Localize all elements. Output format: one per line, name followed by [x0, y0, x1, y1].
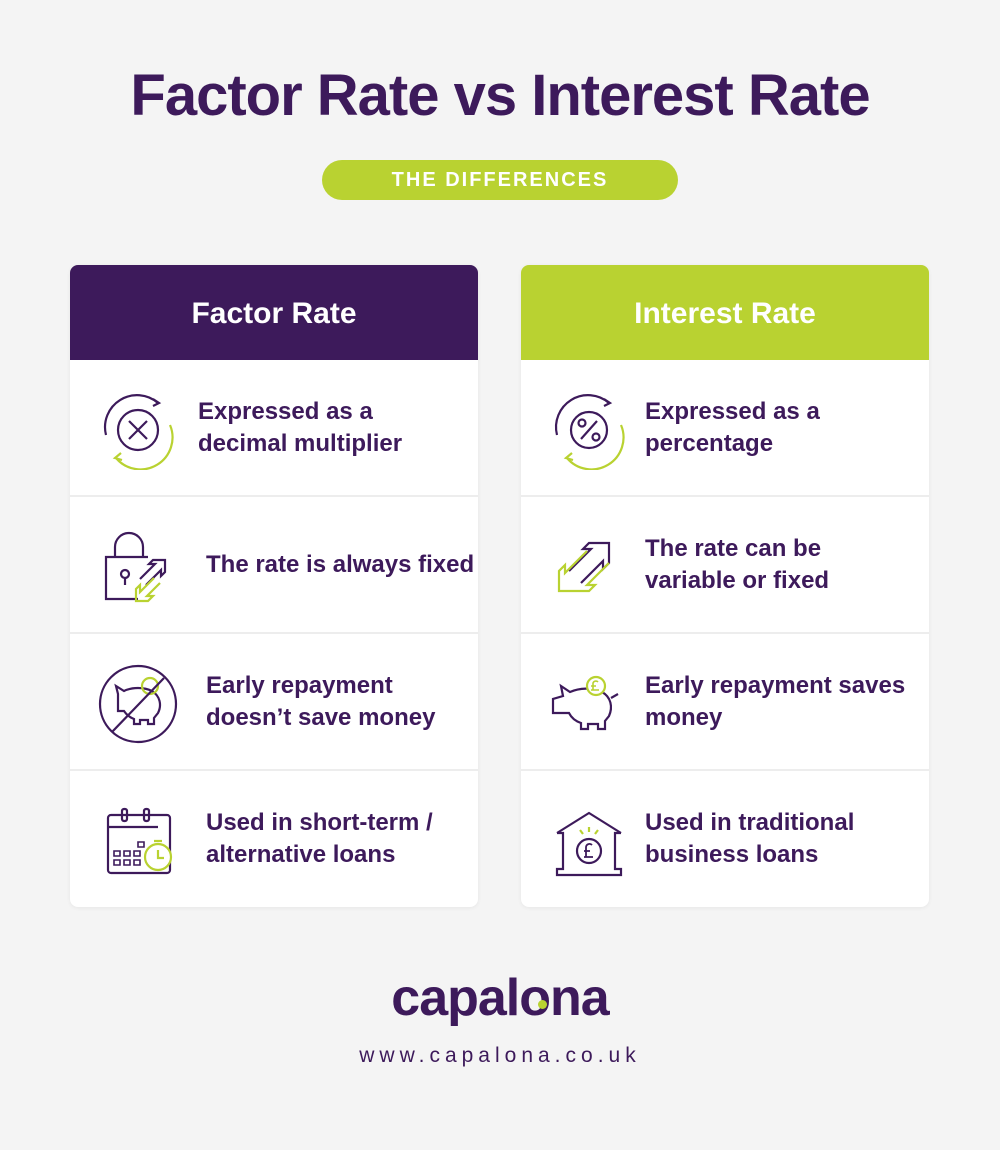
padlock-arrows-icon [104, 531, 167, 603]
multiply-cycle-icon [103, 394, 174, 470]
up-down-arrows-icon [557, 541, 611, 593]
row-text: Early repayment saves money [645, 671, 906, 731]
no-piggy-bank-icon [98, 664, 178, 744]
list-item: The rate can be variable or fixed [521, 497, 929, 632]
page-title: Factor Rate vs Interest Rate [130, 63, 870, 128]
interest-rate-card: Interest Rate Expressed as a percentage … [521, 265, 929, 907]
list-item: The rate is always fixed [70, 497, 478, 632]
calendar-clock-icon [106, 807, 173, 875]
row-text: The rate is always fixed [206, 550, 475, 578]
brand-logo: capalona [0, 968, 1000, 1028]
row-text: Early repayment doesn’t save money [206, 671, 436, 731]
percent-cycle-icon [554, 394, 625, 470]
card-heading: Interest Rate [521, 265, 929, 360]
row-text: Expressed as a percentage [645, 397, 820, 457]
factor-rate-card: Factor Rate Expressed as a decimal multi… [70, 265, 478, 907]
logo-text: capalona [391, 969, 609, 1027]
list-item: Early repayment saves money [521, 634, 929, 769]
logo-dot [538, 1000, 548, 1009]
list-item: Expressed as a decimal multiplier [70, 360, 478, 495]
list-item: Used in short-term / alternative loans [70, 771, 478, 907]
row-text: Used in short-term / alternative loans [206, 808, 433, 868]
card-heading: Factor Rate [70, 265, 478, 360]
subtitle-badge: THE DIFFERENCES [322, 160, 678, 200]
row-text: Used in traditional business loans [645, 808, 855, 868]
list-item: Used in traditional business loans [521, 771, 929, 907]
list-item: Expressed as a percentage [521, 360, 929, 495]
row-text: The rate can be variable or fixed [645, 534, 830, 594]
bank-pound-icon [555, 811, 623, 877]
row-text: Expressed as a decimal multiplier [198, 397, 403, 457]
list-item: Early repayment doesn’t save money [70, 634, 478, 769]
website-url: www.capalona.co.uk [359, 1044, 641, 1067]
piggy-bank-icon [551, 675, 619, 731]
